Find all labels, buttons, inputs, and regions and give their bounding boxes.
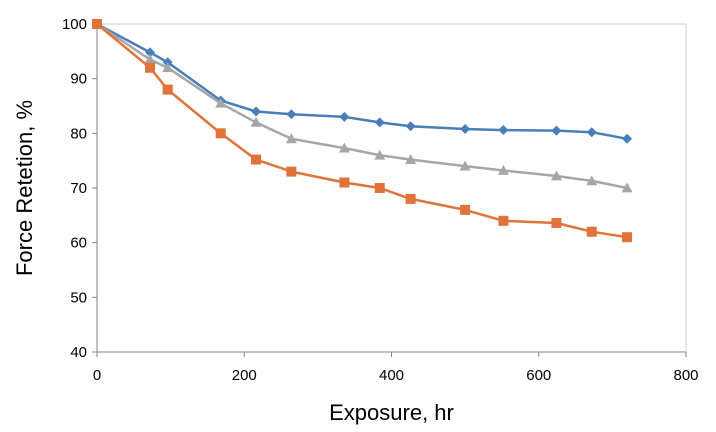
square-point [498,215,509,226]
triangle-point [550,170,562,181]
series-diamond [92,19,633,144]
y-tick-label: 100 [62,16,87,33]
y-axis-title: Force Retetion, % [12,100,37,276]
diamond-point [586,127,597,138]
square-point [551,217,562,228]
x-tick-label: 800 [673,367,698,384]
diamond-point [622,133,633,144]
triangle-point [586,175,598,186]
square-point [460,204,471,215]
x-axis-ticks: 0 200 400 600 800 [93,352,699,384]
y-tick-label: 60 [70,235,87,252]
triangle-point [497,165,509,175]
triangle-point [144,54,156,64]
x-tick-label: 600 [526,367,551,384]
y-tick-label: 80 [70,125,87,142]
triangle-point [250,116,262,127]
series-line [96,23,628,239]
triangle-point [405,154,417,164]
diamond-point [374,117,385,128]
diamond-point [286,109,297,120]
plot-area [96,23,687,353]
square-point [145,62,156,73]
triangle-point [215,97,227,108]
y-tick-label: 50 [70,289,87,306]
series-line [96,22,628,190]
triangle-point [374,149,386,160]
y-tick-label: 70 [70,180,87,197]
x-tick-label: 0 [93,367,101,384]
diamond-point [405,121,416,132]
series-square [92,19,633,243]
square-point [339,177,350,188]
square-point [215,128,226,139]
y-tick-label: 90 [70,71,87,88]
diamond-point [551,125,562,136]
x-axis-title: Exposure, hr [329,400,454,425]
triangle-point [459,160,471,171]
diamond-point [460,123,471,134]
x-tick-label: 400 [379,367,404,384]
diamond-point [251,106,262,117]
square-point [405,193,416,204]
square-point [374,183,385,193]
triangle-point [162,62,174,73]
diamond-point [145,47,156,58]
square-point [622,232,633,243]
series-layer [91,18,633,243]
diamond-point [339,111,350,122]
y-axis-ticks: 40 50 60 70 80 90 100 [62,16,97,361]
series-line [96,22,628,141]
y-tick-label: 40 [70,344,87,361]
x-tick-label: 200 [232,367,257,384]
triangle-point [285,133,297,144]
diamond-point [498,125,509,136]
triangle-point [621,182,633,193]
square-point [251,154,262,165]
square-point [92,19,102,29]
square-point [286,166,297,177]
square-point [586,226,597,237]
square-point [162,84,173,95]
triangle-point [338,142,350,153]
